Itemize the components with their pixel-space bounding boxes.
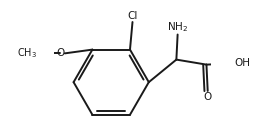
Text: NH$_2$: NH$_2$	[167, 20, 188, 34]
Text: O: O	[56, 48, 64, 58]
Text: OH: OH	[235, 58, 251, 68]
Text: Cl: Cl	[127, 11, 138, 21]
Text: CH$_3$: CH$_3$	[17, 46, 37, 60]
Text: O: O	[204, 92, 212, 102]
